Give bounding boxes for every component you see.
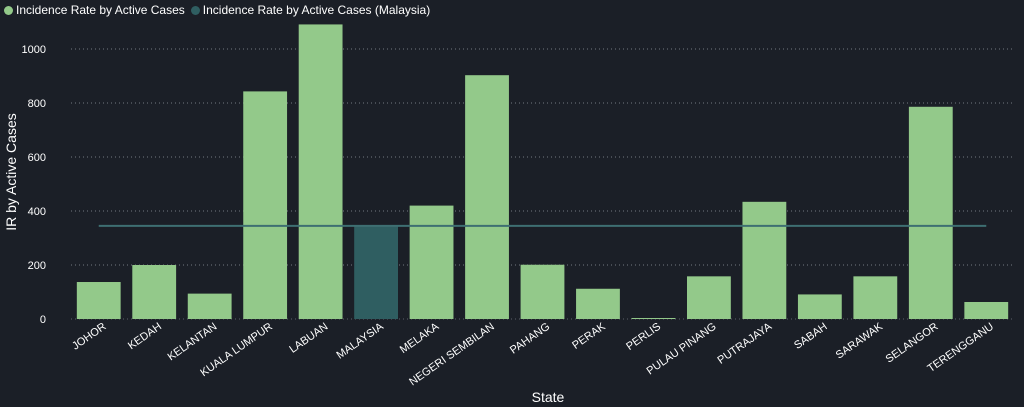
x-tick-label: MELAKA [398,320,442,356]
bar-state [631,318,676,319]
x-tick-label: PAHANG [508,321,552,357]
bar-state [409,205,454,319]
legend-item-malaysia[interactable]: Incidence Rate by Active Cases (Malaysia… [190,3,431,17]
x-tick-label: KELANTAN [166,321,220,364]
legend-item-state[interactable]: Incidence Rate by Active Cases [4,3,185,17]
bar-state [964,301,1009,319]
bar-state [520,264,565,319]
y-tick-label: 200 [28,260,46,272]
bar-state [797,294,842,319]
y-tick-label: 400 [28,206,46,218]
bar-state [687,276,731,319]
x-tick-label: JOHOR [70,321,108,353]
x-tick-label: PUTRAJAYA [715,320,774,366]
x-tick-label: SABAH [792,321,829,352]
legend-label-state: Incidence Rate by Active Cases [16,3,185,17]
y-axis-title: IR by Active Cases [3,113,19,231]
bar-state [465,75,509,319]
y-tick-label: 600 [28,152,46,164]
x-tick-label: MALAYSIA [335,320,387,361]
bar-state [187,293,232,319]
x-tick-label: SARAWAK [834,320,886,361]
bar-state [298,24,343,320]
bar-state [853,276,898,319]
x-tick-label: LABUAN [287,321,330,356]
bar-state [243,91,288,319]
x-tick-label: PERLIS [624,321,663,353]
bars [76,24,1009,320]
legend-dot-state [4,5,13,15]
bar-state [576,288,620,319]
x-tick-label: SELANGOR [884,321,941,366]
bar-state [132,265,177,319]
bar-state [742,201,787,319]
chart-legend: Incidence Rate by Active Cases Incidence… [4,3,436,17]
y-axis-ticks: 0 200 400 600 800 1000 [22,44,46,326]
x-tick-label: KEDAH [126,321,164,353]
y-tick-label: 800 [28,98,46,110]
bar-malaysia [354,225,398,319]
y-tick-label: 0 [40,314,46,326]
legend-label-malaysia: Incidence Rate by Active Cases (Malaysia… [202,3,431,17]
y-tick-label: 1000 [22,44,46,56]
bar-state [908,106,953,319]
legend-dot-malaysia [190,5,200,15]
x-tick-label: PERAK [570,320,608,352]
x-axis-title: State [532,389,565,405]
bar-state [76,282,121,319]
